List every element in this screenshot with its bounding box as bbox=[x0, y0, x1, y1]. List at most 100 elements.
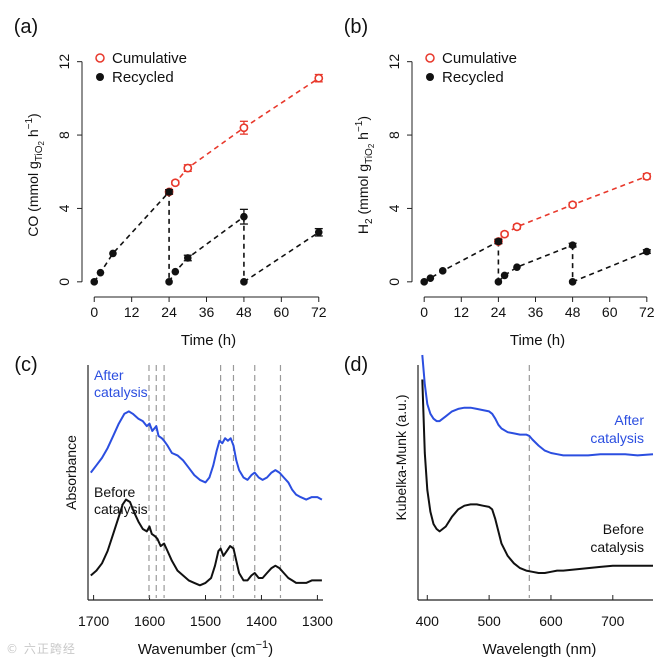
legend-label-cumulative: Cumulative bbox=[112, 50, 187, 67]
point-recycled bbox=[494, 237, 503, 246]
y-tick-label: 8 bbox=[386, 131, 402, 139]
y-tick-label: 4 bbox=[386, 204, 402, 212]
point-recycled bbox=[171, 267, 180, 276]
y-label-main: H bbox=[355, 224, 371, 234]
legend-label-recycled: Recycled bbox=[442, 69, 504, 86]
y-tick-label: 12 bbox=[386, 54, 402, 70]
x-tick-label: 24 bbox=[161, 304, 177, 320]
x-tick-label: 60 bbox=[274, 304, 290, 320]
x-axis-label: Time (h) bbox=[510, 332, 565, 349]
y-label-sub: 2 bbox=[364, 218, 375, 224]
point-recycled bbox=[494, 278, 503, 286]
panel-label: (d) bbox=[344, 354, 368, 376]
y-label-sup: −1 bbox=[24, 118, 35, 130]
x-tick-label: 400 bbox=[416, 613, 440, 629]
point-recycled bbox=[568, 278, 577, 286]
y-label-sub: TiO bbox=[34, 145, 45, 161]
point-cumulative bbox=[512, 222, 522, 232]
y-label-tail: h bbox=[25, 129, 41, 141]
y-axis-label: CO (mmol gTiO2 h−1) bbox=[24, 113, 46, 236]
point-recycled bbox=[438, 267, 447, 275]
point-cumulative bbox=[500, 229, 509, 239]
point-cumulative bbox=[314, 73, 324, 83]
point-recycled bbox=[96, 268, 105, 277]
y-label-main: CO (mmol g bbox=[25, 161, 41, 236]
point-recycled bbox=[240, 212, 248, 221]
y-tick-label: 12 bbox=[56, 54, 72, 70]
x-tick-label: 1700 bbox=[78, 613, 109, 629]
x-tick-label: 72 bbox=[311, 304, 327, 320]
panel-c: (c)1700 1600 1500 1400 1300AftercatalysisBef… bbox=[14, 354, 333, 658]
point-recycled bbox=[109, 249, 117, 258]
point-recycled bbox=[420, 278, 428, 286]
point-recycled bbox=[426, 274, 435, 282]
point-recycled bbox=[314, 228, 323, 237]
x-tick-label: 72 bbox=[639, 304, 655, 320]
y-label-end: ) bbox=[25, 113, 41, 118]
spectrum-line-before bbox=[421, 379, 653, 574]
x-tick-label: 24 bbox=[491, 304, 507, 320]
series-line-recycled bbox=[243, 231, 320, 283]
legend-label-cumulative: Cumulative bbox=[442, 50, 517, 67]
series-label-after: After bbox=[614, 412, 644, 428]
series-line-cumulative bbox=[168, 77, 320, 193]
y-label-mid: (mmol g bbox=[355, 164, 371, 218]
y-axis-label: Kubelka-Munk (a.u.) bbox=[393, 394, 409, 520]
y-axis-label: Absorbance bbox=[63, 435, 79, 510]
x-axis-label: Wavelength (nm) bbox=[483, 641, 597, 658]
x-tick-label: 1500 bbox=[190, 613, 221, 629]
series-label-after: catalysis bbox=[590, 430, 644, 446]
x-label-end: ) bbox=[268, 641, 273, 658]
x-tick-label: 48 bbox=[565, 304, 581, 320]
x-tick-label: 12 bbox=[124, 304, 140, 320]
x-tick-label: 12 bbox=[454, 304, 470, 320]
spectrum-line-after bbox=[90, 410, 323, 501]
watermark: © 六正跨经 bbox=[6, 642, 76, 656]
point-recycled bbox=[513, 263, 521, 271]
point-recycled bbox=[568, 241, 577, 249]
y-label-sup: −1 bbox=[354, 120, 365, 132]
point-cumulative bbox=[568, 200, 578, 210]
y-tick-label: 0 bbox=[56, 278, 72, 286]
series-line-recycled bbox=[168, 216, 245, 283]
series-label-after: catalysis bbox=[94, 384, 148, 400]
y-label-sub: 2 bbox=[37, 141, 46, 146]
series-line-recycled bbox=[572, 250, 648, 283]
x-axis-label: Time (h) bbox=[181, 332, 236, 349]
point-cumulative bbox=[183, 163, 193, 173]
y-tick-label: 8 bbox=[56, 131, 72, 139]
point-cumulative bbox=[170, 178, 180, 188]
x-tick-label: 500 bbox=[477, 613, 501, 629]
x-tick-label: 600 bbox=[539, 613, 563, 629]
x-tick-label: 1600 bbox=[134, 613, 165, 629]
legend-marker-recycled bbox=[96, 73, 104, 81]
spectrum-line-after bbox=[421, 354, 654, 457]
x-tick-label: 700 bbox=[601, 613, 625, 629]
legend-label-recycled: Recycled bbox=[112, 69, 174, 86]
y-label-sub: TiO bbox=[364, 148, 375, 164]
x-label-sup: −1 bbox=[256, 639, 269, 651]
x-tick-label: 36 bbox=[528, 304, 544, 320]
y-axis-label: H2 (mmol gTiO2 h−1) bbox=[354, 116, 376, 234]
x-tick-label: 1400 bbox=[246, 613, 277, 629]
legend-marker-cumulative bbox=[95, 53, 105, 63]
legend-marker-cumulative bbox=[425, 53, 435, 63]
x-tick-label: 60 bbox=[602, 304, 618, 320]
legend-marker-recycled bbox=[426, 73, 434, 81]
series-line-recycled bbox=[423, 240, 499, 283]
point-recycled bbox=[165, 278, 173, 286]
point-recycled bbox=[240, 278, 248, 286]
point-cumulative bbox=[642, 171, 652, 181]
x-tick-label: 0 bbox=[90, 304, 98, 320]
x-tick-label: 1300 bbox=[302, 613, 333, 629]
panel-label: (b) bbox=[344, 16, 368, 38]
series-label-before: Before bbox=[603, 521, 644, 537]
series-line-cumulative bbox=[497, 175, 648, 242]
x-tick-label: 48 bbox=[236, 304, 252, 320]
y-tick-label: 4 bbox=[56, 204, 72, 212]
series-line-recycled bbox=[93, 191, 170, 283]
x-tick-label: 36 bbox=[199, 304, 215, 320]
